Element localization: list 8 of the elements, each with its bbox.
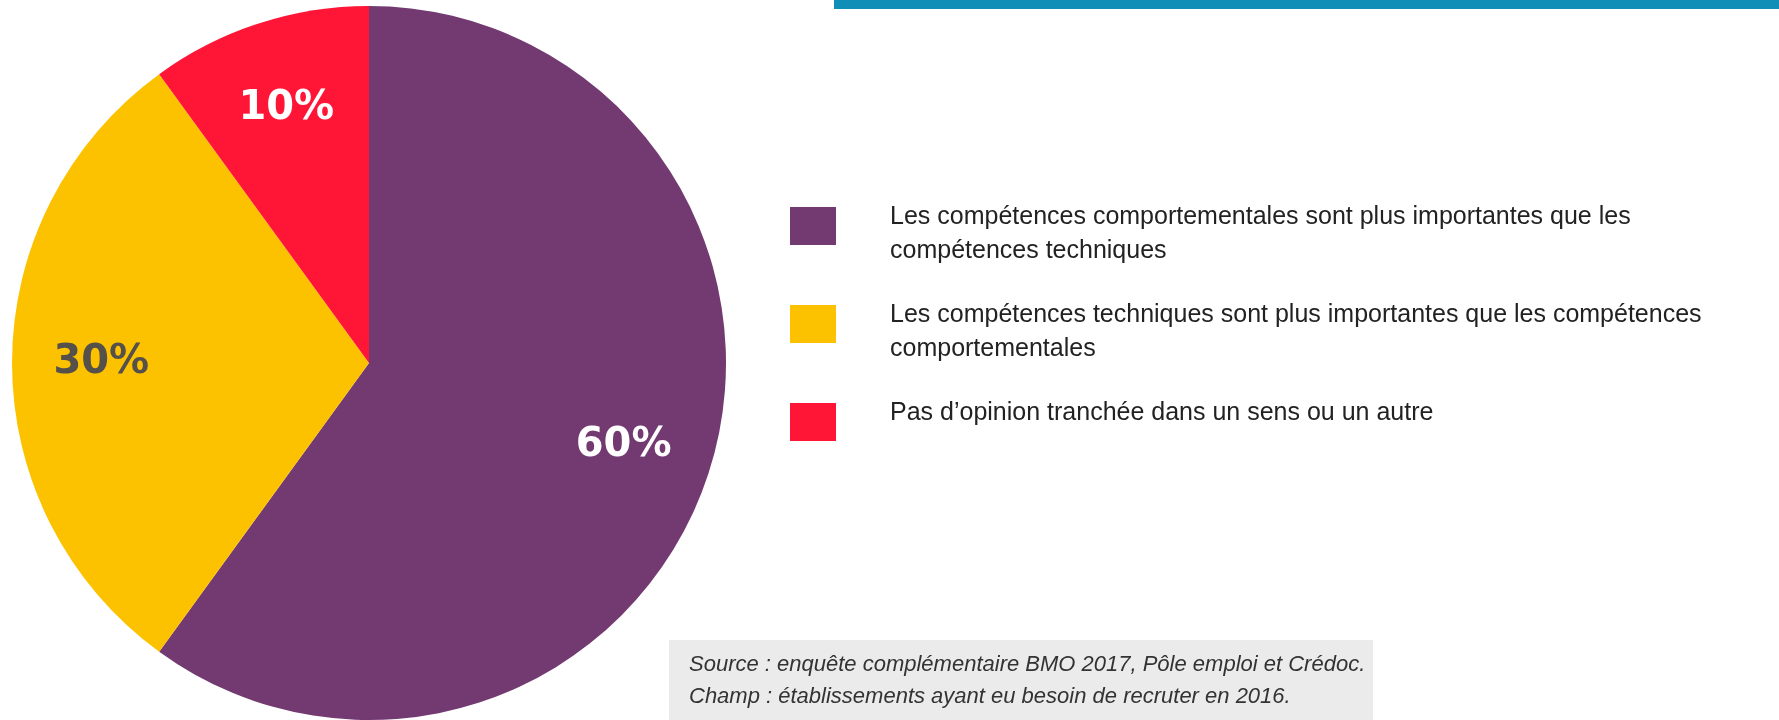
data-label: 60% (575, 419, 672, 466)
source-note: Source : enquête complémentaire BMO 2017, Pôle emploi et Crédoc. (689, 650, 1367, 678)
legend-label: Pas d’opinion tranchée dans un sens ou un autre (890, 396, 1434, 425)
legend-label: Les compétences techniques sont plus importantes que les compétences comportementales (890, 298, 1702, 361)
legend-label: Les compétences comportementales sont plus importantes que les compétences techniques (890, 200, 1631, 263)
data-label: 10% (238, 81, 335, 128)
data-label: 30% (53, 336, 150, 383)
text: Champ : établissements ayant eu besoin de recruter en 2016. (689, 682, 1292, 710)
